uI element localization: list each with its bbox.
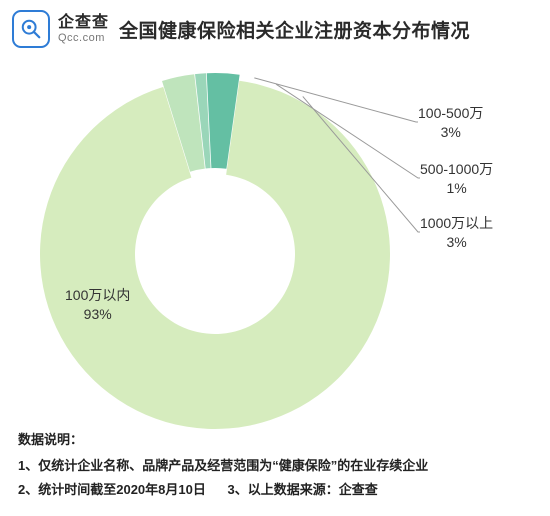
slice-label-2-line1: 500-1000万 [420, 160, 493, 179]
slice-label-1-line2: 3% [418, 123, 483, 142]
slice-label-2-line2: 1% [420, 179, 493, 198]
slice-label-3-line1: 1000万以上 [420, 214, 493, 233]
header: 企查查 Qcc.com 全国健康保险相关企业注册资本分布情况 [0, 0, 550, 54]
footer-notes: 数据说明： 1、仅统计企业名称、品牌产品及经营范围为“健康保险”的在业存续企业 … [18, 428, 428, 502]
footer-line-2b: 3、以上数据来源：企查查 [227, 482, 377, 497]
brand-name-cn: 企查查 [58, 15, 109, 31]
slice-label-1: 100-500万 3% [418, 104, 483, 142]
footer-title: 数据说明： [18, 428, 428, 452]
slice-label-2: 500-1000万 1% [420, 160, 493, 198]
footer-line-1: 1、仅统计企业名称、品牌产品及经营范围为“健康保险”的在业存续企业 [18, 454, 428, 478]
slice-label-0: 100万以内 93% [65, 286, 130, 324]
brand-logo [12, 10, 50, 48]
footer-line-2: 2、统计时间截至2020年8月10日 3、以上数据来源：企查查 [18, 478, 428, 502]
slice-label-0-line1: 100万以内 [65, 286, 130, 305]
page-title: 全国健康保险相关企业注册资本分布情况 [119, 16, 470, 43]
footer-line-2a: 2、统计时间截至2020年8月10日 [18, 482, 206, 497]
brand-text: 企查查 Qcc.com [58, 15, 109, 44]
slice-label-1-line1: 100-500万 [418, 104, 483, 123]
slice-label-0-line2: 93% [65, 305, 130, 324]
brand-name-en: Qcc.com [58, 33, 109, 44]
slice-label-3-line2: 3% [420, 233, 493, 252]
donut-chart: 100万以内 93% 100-500万 3% 500-1000万 1% 1000… [0, 54, 550, 434]
slice-label-3: 1000万以上 3% [420, 214, 493, 252]
magnifier-icon [20, 18, 42, 40]
